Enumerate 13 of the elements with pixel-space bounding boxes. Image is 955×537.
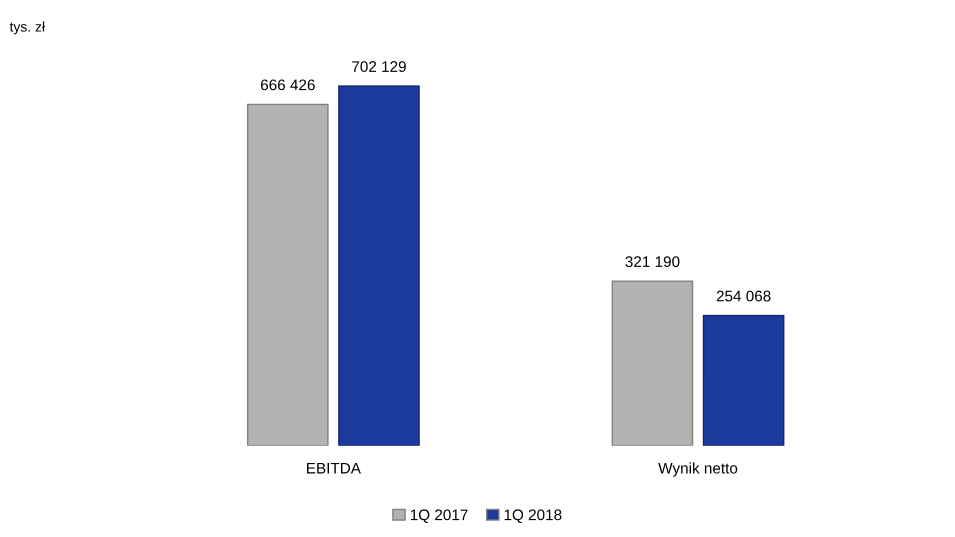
data-label: 702 129 (352, 61, 406, 72)
legend-label: 1Q 2017 (410, 509, 468, 523)
data-label: 254 068 (716, 290, 771, 302)
x-tick-label: Wynik netto (658, 462, 738, 477)
bar (246, 104, 329, 446)
bar (338, 85, 420, 446)
bar (612, 280, 694, 446)
data-label: 321 190 (625, 256, 680, 268)
text: tys. zł (10, 21, 45, 34)
legend-label: 1Q 2018 (504, 509, 562, 523)
bar (702, 314, 784, 446)
x-tick-label: EBITDA (307, 462, 361, 474)
data-label: 666 426 (260, 79, 315, 90)
